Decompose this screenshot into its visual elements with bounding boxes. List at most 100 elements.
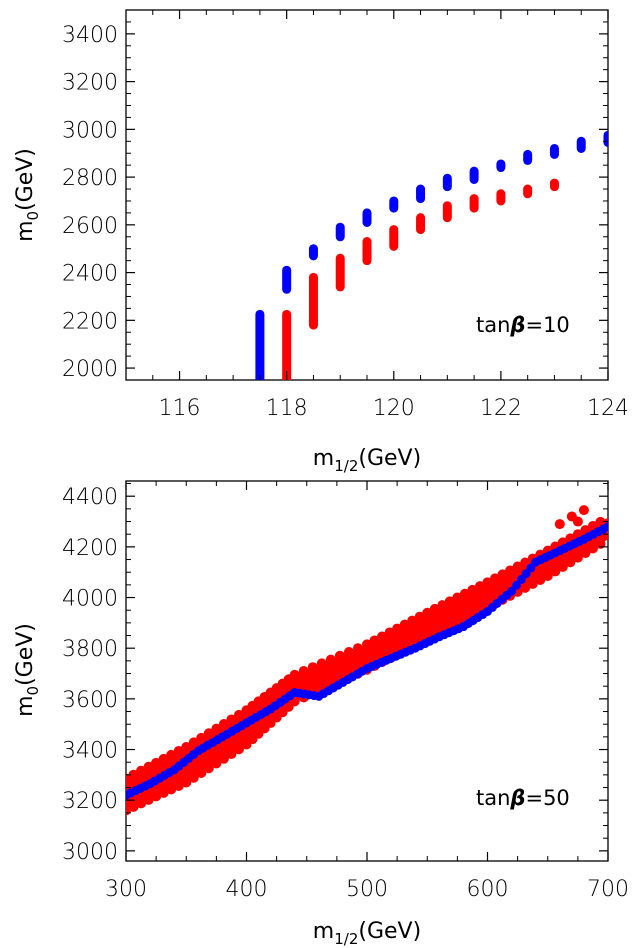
red-point xyxy=(143,794,154,805)
red-point xyxy=(422,607,433,618)
ticks-bottom: 300 400 500 600 700 3000 3200 3400 3600 3800 4000 4… xyxy=(62,481,629,902)
red-point xyxy=(233,709,244,720)
y-tick-label: 4000 xyxy=(62,587,118,612)
red-point xyxy=(369,635,380,646)
red-point xyxy=(362,639,372,650)
red-point xyxy=(128,769,139,780)
red-point xyxy=(128,801,139,812)
red-point xyxy=(587,543,598,554)
annotation-tanbeta-10: tanβ=10 xyxy=(476,313,570,337)
red-point xyxy=(429,603,440,614)
red-point xyxy=(188,737,199,748)
y-tick-label: 4400 xyxy=(62,485,118,510)
red-point xyxy=(572,516,583,527)
y-tick-label: 3600 xyxy=(62,688,118,713)
red-point xyxy=(289,669,300,680)
red-point xyxy=(188,772,199,783)
red-point xyxy=(166,749,177,760)
red-point xyxy=(203,763,214,774)
x-tick-label: 600 xyxy=(467,877,509,902)
red-point xyxy=(166,784,177,795)
y-tick-label: 3000 xyxy=(62,840,118,865)
x-tick-label: 700 xyxy=(587,877,629,902)
red-point xyxy=(196,767,207,778)
red-point xyxy=(414,611,425,622)
y-tick-label: 3400 xyxy=(62,23,118,48)
x-axis-label-top: m1/2(GeV) xyxy=(313,446,421,475)
y-tick-label: 2000 xyxy=(62,357,118,382)
red-point xyxy=(497,569,508,580)
y-tick-label: 2600 xyxy=(62,214,118,239)
x-tick-label: 118 xyxy=(266,396,308,421)
red-point xyxy=(211,723,222,734)
red-point xyxy=(343,647,354,657)
red-point xyxy=(352,643,363,654)
red-point xyxy=(482,577,493,588)
x-tick-label: 400 xyxy=(226,877,268,902)
x-tick-label: 120 xyxy=(373,396,415,421)
y-tick-label: 2800 xyxy=(62,166,118,191)
annotation-tanbeta-50: tanβ=50 xyxy=(476,786,570,810)
y-tick-label: 3400 xyxy=(62,739,118,764)
y-tick-label: 4200 xyxy=(62,536,118,561)
y-tick-label: 2400 xyxy=(62,262,118,287)
y-axis-label-bottom: m0(GeV) xyxy=(13,623,42,717)
x-tick-label: 122 xyxy=(480,396,522,421)
red-point xyxy=(181,777,192,788)
y-tick-label: 2200 xyxy=(62,309,118,334)
red-point xyxy=(554,519,565,530)
red-point xyxy=(196,732,207,743)
y-tick-label: 3200 xyxy=(62,789,118,814)
red-point xyxy=(158,787,169,798)
red-point xyxy=(173,745,184,756)
data-marks-top xyxy=(255,130,608,380)
red-point xyxy=(203,728,214,739)
red-point xyxy=(490,573,501,584)
red-point xyxy=(557,561,568,572)
red-point xyxy=(316,658,327,669)
red-point xyxy=(580,548,591,559)
red-point xyxy=(226,714,237,725)
red-point xyxy=(211,758,222,769)
red-point xyxy=(173,780,184,791)
x-tick-label: 500 xyxy=(346,877,388,902)
ticks-top: 116 118 120 122 124 2000 2200 2400 2600 2800 3000 3… xyxy=(62,9,629,421)
red-point xyxy=(452,592,463,603)
red-point xyxy=(407,615,418,626)
red-point xyxy=(151,791,162,802)
y-tick-label: 3000 xyxy=(62,118,118,143)
blue-point xyxy=(603,522,608,532)
red-point xyxy=(399,619,410,630)
red-point xyxy=(136,798,147,809)
red-point xyxy=(226,748,237,759)
y-tick-label: 3800 xyxy=(62,637,118,662)
x-tick-label: 116 xyxy=(159,396,201,421)
red-point xyxy=(565,557,576,568)
red-point xyxy=(384,627,395,638)
red-point xyxy=(520,582,531,593)
red-point xyxy=(218,753,229,764)
red-point xyxy=(550,566,561,577)
red-point xyxy=(151,757,162,768)
x-tick-label: 300 xyxy=(105,877,147,902)
red-point xyxy=(233,744,244,755)
red-point xyxy=(136,765,147,776)
red-point xyxy=(578,505,589,516)
red-point xyxy=(505,565,516,576)
red-point xyxy=(595,516,606,527)
red-point xyxy=(474,581,485,592)
red-point xyxy=(437,600,448,611)
red-point xyxy=(298,666,309,676)
red-point xyxy=(459,588,470,599)
red-point xyxy=(467,584,478,595)
red-point xyxy=(325,654,336,665)
red-point xyxy=(143,761,154,772)
red-point xyxy=(334,650,345,661)
red-point xyxy=(444,596,455,607)
x-axis-label-bottom: m1/2(GeV) xyxy=(313,919,421,948)
red-point xyxy=(158,753,169,764)
top-panel: 116 118 120 122 124 2000 2200 2400 2600 2800 3000 3… xyxy=(13,9,629,475)
red-point xyxy=(307,662,318,673)
red-point xyxy=(535,574,546,585)
